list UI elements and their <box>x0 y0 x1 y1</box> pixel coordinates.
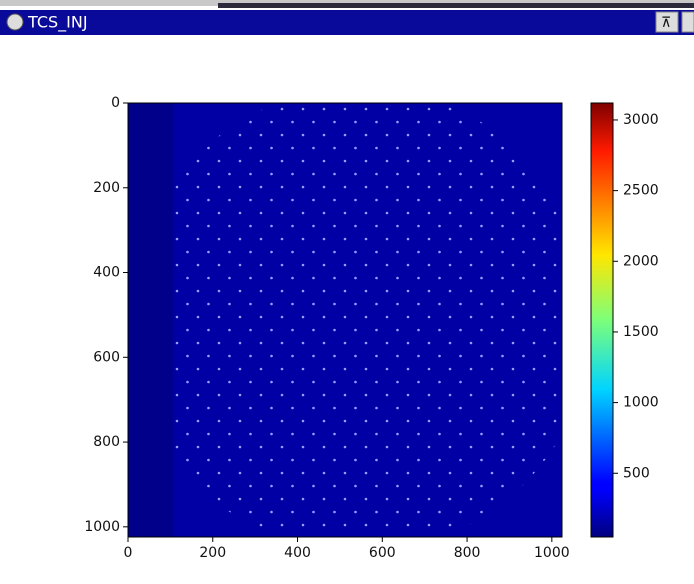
x-tick-label: 1000 <box>534 545 570 561</box>
colorbar-tick-label: 2000 <box>623 253 659 269</box>
title-bar <box>0 10 694 35</box>
y-tick-label: 0 <box>111 95 120 111</box>
image-spots <box>173 103 562 537</box>
y-tick-label: 600 <box>93 349 120 365</box>
colorbar-tick-label: 3000 <box>623 112 659 128</box>
y-tick-label: 800 <box>93 434 120 450</box>
image-edge <box>128 103 173 537</box>
window-title: TCS_INJ <box>27 13 88 33</box>
y-tick-label: 1000 <box>84 519 120 535</box>
axes-frame <box>127 102 563 538</box>
x-tick-label: 0 <box>124 545 133 561</box>
y-tick-label: 200 <box>93 180 120 196</box>
window-icon[interactable] <box>6 13 24 31</box>
x-tick-label: 600 <box>369 545 396 561</box>
x-tick-label: 800 <box>454 545 481 561</box>
minimize-button[interactable] <box>681 11 694 33</box>
colorbar-tick-label: 1500 <box>623 324 659 340</box>
x-tick-label: 200 <box>199 545 226 561</box>
pin-icon: ⊼ <box>661 15 671 31</box>
colorbar <box>590 102 614 538</box>
x-tick-label: 400 <box>284 545 311 561</box>
y-tick-label: 400 <box>93 265 120 281</box>
colorbar-tick-label: 2500 <box>623 183 659 199</box>
top-bar <box>218 3 694 8</box>
plot <box>127 102 614 538</box>
pin-button[interactable] <box>655 11 679 33</box>
colorbar-tick-label: 1000 <box>623 395 659 411</box>
colorbar-tick-label: 500 <box>623 465 650 481</box>
